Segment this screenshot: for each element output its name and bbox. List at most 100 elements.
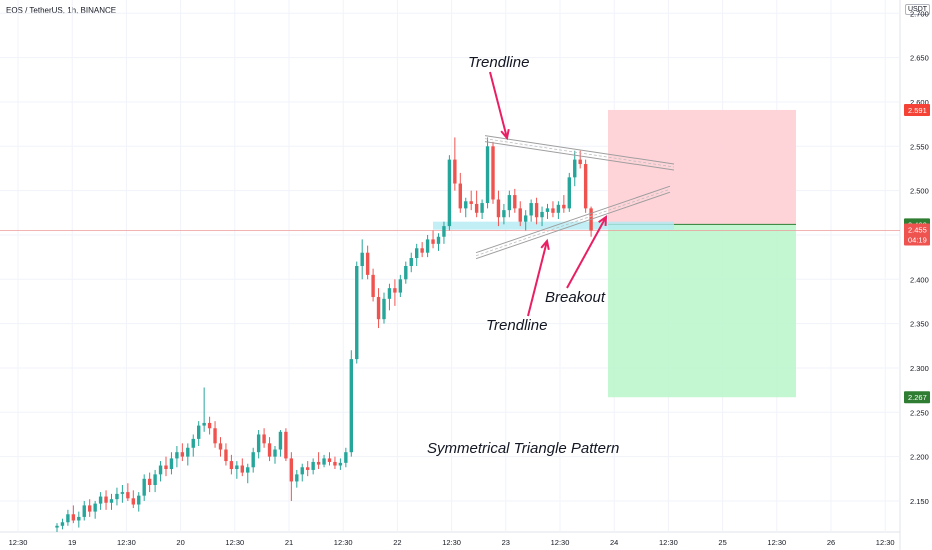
candle-body (197, 425, 201, 439)
price-axis[interactable]: 2.7002.6502.6002.5502.5002.4502.4002.350… (904, 9, 930, 506)
candle-body (518, 208, 522, 222)
candle-body (207, 422, 212, 429)
candle-body (327, 458, 332, 462)
x-tick-label: 12:30 (551, 538, 570, 547)
arrow-lower-trendline (527, 240, 548, 317)
candle-body (551, 208, 555, 213)
candle-body (507, 195, 512, 211)
countdown-text: 04:19 (908, 236, 927, 245)
candle-body (289, 458, 294, 482)
lower-trendline-b (475, 191, 671, 260)
lower-trendline-mid (475, 188, 671, 257)
candle-body (573, 159, 577, 178)
candle-body (442, 226, 446, 237)
candle-body (142, 478, 146, 496)
arrow-lower-trendline-head (540, 238, 550, 251)
candle-body (578, 159, 582, 165)
candle-body (311, 461, 315, 470)
annotations: Trendline Trendline Breakout Symmetrical Tr… (427, 54, 619, 457)
candle-body (420, 248, 424, 253)
candle-body (109, 499, 114, 503)
candle-body (164, 465, 168, 470)
candle-body (355, 266, 359, 360)
y-tick-label: 2.200 (910, 453, 929, 462)
y-tick-label: 2.700 (910, 9, 929, 18)
target-price-badge-text: 2.267 (908, 393, 927, 402)
x-tick-label: 12:30 (334, 538, 353, 547)
y-tick-label: 2.400 (910, 275, 929, 284)
candle-body (229, 461, 234, 470)
y-tick-label: 2.600 (910, 98, 929, 107)
chart-title: EOS / TetherUS, 1h, BINANCE (6, 6, 117, 15)
candle-body (251, 452, 255, 468)
x-tick-label: 12:30 (9, 538, 28, 547)
candle-body (137, 495, 141, 505)
y-tick-label: 2.650 (910, 54, 929, 63)
candle-body (169, 458, 174, 470)
arrow-breakout (566, 216, 607, 289)
candle-body (278, 431, 283, 450)
candle-body (240, 465, 244, 473)
candle-body (55, 525, 59, 528)
candle-body (126, 492, 130, 499)
upper-trendline-a (484, 135, 675, 165)
candle-body (480, 203, 484, 213)
candle-body (262, 434, 266, 444)
annotation-breakout: Breakout (545, 289, 606, 306)
x-tick-label: 21 (285, 538, 293, 547)
candle-body (131, 498, 135, 505)
x-tick-label: 12:30 (767, 538, 786, 547)
candle-body (98, 496, 103, 504)
candle-body (333, 461, 337, 466)
x-tick-label: 23 (502, 538, 510, 547)
candle-body (453, 159, 457, 184)
current-price-text: 2.455 (908, 226, 927, 235)
candle-body (583, 164, 588, 209)
y-tick-label: 2.250 (910, 408, 929, 417)
candle-body (295, 474, 299, 482)
candle-body (496, 199, 501, 218)
candle-body (376, 297, 381, 320)
candle-body (458, 183, 462, 209)
candle-body (322, 458, 326, 465)
candle-body (415, 248, 419, 259)
time-axis[interactable]: 12:30 19 12:30 20 12:30 21 12:30 22 12:30 23 12:30… (9, 538, 895, 547)
candle-body (344, 452, 348, 463)
target-price-badge (904, 391, 930, 404)
x-tick-label: 26 (827, 538, 835, 547)
candle-body (431, 239, 435, 244)
candle-body (60, 522, 65, 526)
candle-body (436, 236, 441, 244)
current-price-badge (904, 223, 930, 246)
candle-body (513, 195, 517, 209)
currency-label[interactable]: USDT (905, 4, 931, 15)
candle-body (246, 467, 250, 473)
candle-body (158, 465, 163, 475)
candle-body (556, 204, 561, 213)
candle-body (393, 288, 397, 293)
y-tick-label: 2.150 (910, 497, 929, 506)
candle-body (77, 516, 81, 521)
candle-body (256, 434, 261, 453)
y-tick-label: 2.550 (910, 142, 929, 151)
stop-loss-zone (608, 109, 796, 225)
candle-body (153, 474, 157, 486)
candle-body (382, 298, 386, 320)
candle-body (218, 443, 223, 450)
position-zones (0, 109, 900, 398)
y-tick-label: 2.300 (910, 364, 929, 373)
candle-body (567, 177, 571, 209)
x-tick-label: 25 (718, 538, 726, 547)
candle-body (474, 203, 479, 213)
upper-trendline-mid (484, 138, 675, 168)
candle-body (180, 452, 185, 457)
annotation-trendline-lower: Trendline (486, 317, 547, 334)
x-tick-label: 12:30 (442, 538, 461, 547)
y-tick-label: 2.350 (910, 320, 929, 329)
arrow-breakout-head (598, 214, 608, 227)
candle-body (82, 505, 86, 517)
x-tick-label: 20 (176, 538, 184, 547)
candle-body (88, 505, 92, 512)
triangle-pattern (475, 135, 675, 260)
